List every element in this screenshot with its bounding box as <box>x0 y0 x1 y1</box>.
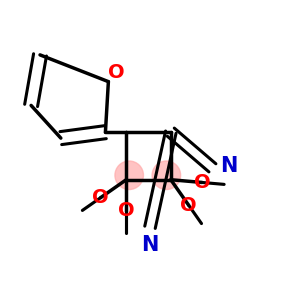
Text: N: N <box>141 235 159 255</box>
Text: N: N <box>220 156 237 176</box>
Text: O: O <box>180 196 197 215</box>
Text: O: O <box>194 173 210 192</box>
Text: O: O <box>118 201 134 220</box>
Text: O: O <box>92 188 109 207</box>
Circle shape <box>152 161 181 190</box>
Circle shape <box>115 161 143 190</box>
Text: O: O <box>107 63 124 82</box>
